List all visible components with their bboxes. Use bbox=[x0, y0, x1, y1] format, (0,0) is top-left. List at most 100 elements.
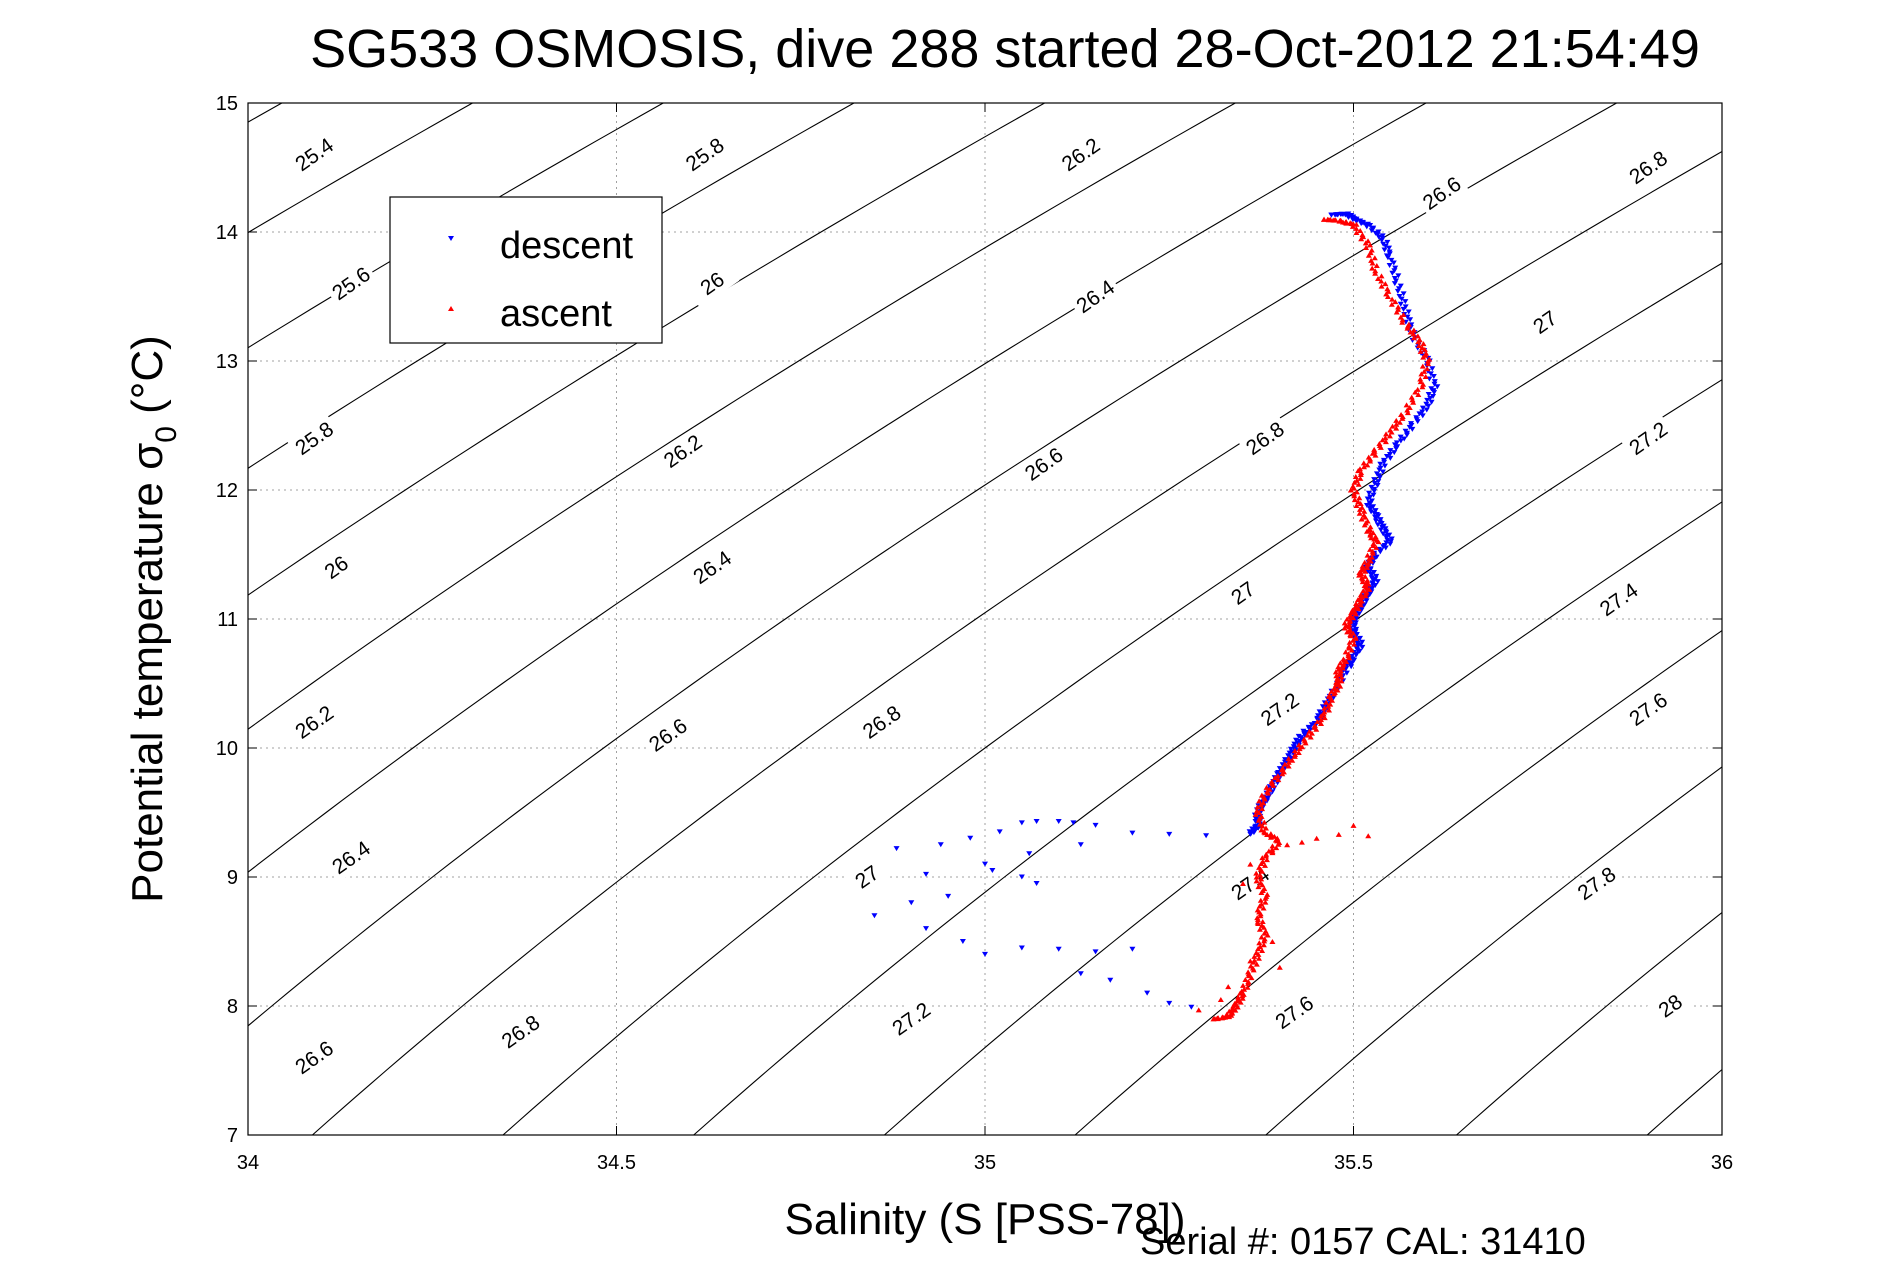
descent-point bbox=[1402, 304, 1409, 310]
ascent-point bbox=[1365, 252, 1372, 258]
descent-point bbox=[1369, 581, 1376, 587]
descent-point bbox=[1255, 825, 1262, 831]
ascent-point bbox=[1411, 335, 1418, 341]
contour-label-bg bbox=[287, 697, 342, 747]
ascent-point bbox=[1367, 546, 1374, 552]
ascent-point bbox=[1408, 394, 1415, 400]
ascent-point bbox=[1378, 278, 1385, 284]
ascent-point bbox=[1262, 895, 1269, 901]
y-tick-label: 7 bbox=[227, 1125, 238, 1147]
ascent-point bbox=[1359, 563, 1366, 569]
contour-label-bg bbox=[1414, 168, 1470, 218]
ascent-point bbox=[1285, 755, 1292, 761]
descent-point bbox=[1380, 531, 1387, 537]
y-tick-label: 10 bbox=[216, 738, 238, 760]
ascent-point bbox=[1235, 994, 1242, 1000]
descent-point bbox=[1427, 395, 1434, 401]
contour-label-bg bbox=[287, 413, 342, 463]
contour-label: 27 bbox=[1215, 568, 1271, 618]
ascent-point bbox=[1362, 568, 1369, 574]
ascent-point bbox=[1347, 487, 1354, 493]
ascent-point bbox=[1369, 265, 1376, 271]
descent-point bbox=[1389, 270, 1396, 276]
ascent-point bbox=[1325, 703, 1332, 709]
ascent-point bbox=[1263, 853, 1270, 859]
ascent-point bbox=[1259, 823, 1266, 829]
descent-point bbox=[1375, 229, 1382, 235]
y-tick-label: 14 bbox=[216, 222, 238, 244]
ascent-point bbox=[1393, 425, 1400, 431]
contour-label: 26.2 bbox=[1053, 130, 1108, 180]
descent-point bbox=[1301, 732, 1308, 738]
ascent-point bbox=[1250, 967, 1257, 973]
ascent-point bbox=[1264, 932, 1271, 938]
descent-point bbox=[1355, 643, 1362, 649]
descent-point bbox=[1291, 741, 1298, 747]
contour-label: 26 bbox=[309, 542, 364, 592]
ascent-point bbox=[1258, 889, 1265, 895]
descent-point bbox=[1419, 409, 1426, 415]
density-contour-line bbox=[248, 103, 1618, 1027]
contour-label-bg bbox=[854, 697, 909, 747]
ascent-point bbox=[1356, 506, 1363, 512]
ascent-point bbox=[1353, 489, 1360, 495]
contour-label-bg bbox=[287, 1033, 342, 1083]
descent-point bbox=[1404, 314, 1411, 320]
ascent-point bbox=[1332, 669, 1339, 675]
ascent-point bbox=[1284, 842, 1291, 848]
ascent-point bbox=[1261, 938, 1268, 944]
ascent-point bbox=[1343, 220, 1350, 226]
descent-point bbox=[1378, 237, 1385, 243]
contour-label-bg bbox=[309, 542, 364, 592]
descent-point bbox=[1316, 709, 1323, 715]
ascent-point bbox=[1350, 822, 1357, 828]
ascent-point bbox=[1357, 599, 1364, 605]
ascent-point bbox=[1261, 796, 1268, 802]
ascent-point bbox=[1366, 586, 1373, 592]
descent-point bbox=[1287, 746, 1294, 752]
ascent-point bbox=[1350, 637, 1357, 643]
descent-point bbox=[1166, 1000, 1173, 1006]
contour-label-bg bbox=[1215, 568, 1271, 618]
ascent-point bbox=[1389, 296, 1396, 302]
ascent-point bbox=[1368, 554, 1375, 560]
ascent-point bbox=[1353, 221, 1360, 227]
ascent-point bbox=[1232, 1007, 1239, 1013]
ascent-point bbox=[1399, 319, 1406, 325]
ascent-point bbox=[1281, 761, 1288, 767]
descent-point bbox=[1379, 524, 1386, 530]
descent-point bbox=[1357, 642, 1364, 648]
y-axis-label-unit: (°C) bbox=[123, 335, 172, 426]
descent-point bbox=[1328, 212, 1335, 218]
ascent-point bbox=[1425, 361, 1432, 367]
ascent-point bbox=[1361, 508, 1368, 514]
descent-point bbox=[1371, 488, 1378, 494]
ascent-point bbox=[1214, 1016, 1221, 1022]
descent-point bbox=[1386, 452, 1393, 458]
ascent-point bbox=[1259, 882, 1266, 888]
ascent-point bbox=[1364, 552, 1371, 558]
descent-point bbox=[967, 835, 974, 841]
contour-label: 27.6 bbox=[1621, 684, 1676, 734]
ascent-point bbox=[1362, 590, 1369, 596]
descent-point bbox=[1387, 539, 1394, 545]
ascent-point bbox=[1352, 611, 1359, 617]
descent-point bbox=[1366, 490, 1373, 496]
contour-label-bg bbox=[324, 259, 379, 309]
descent-point bbox=[1409, 426, 1416, 432]
descent-point bbox=[1351, 657, 1358, 663]
descent-point bbox=[1403, 432, 1410, 438]
ascent-point bbox=[1255, 884, 1262, 890]
descent-point bbox=[1386, 263, 1393, 269]
descent-point bbox=[1371, 510, 1378, 516]
descent-point bbox=[1383, 535, 1390, 541]
descent-point bbox=[1359, 639, 1366, 645]
ascent-point bbox=[1373, 544, 1380, 550]
ascent-point bbox=[1371, 446, 1378, 452]
ascent-point bbox=[1296, 746, 1303, 752]
ascent-point bbox=[1314, 719, 1321, 725]
ascent-point bbox=[1342, 649, 1349, 655]
ascent-point bbox=[1273, 845, 1280, 851]
descent-point bbox=[1393, 446, 1400, 452]
descent-point bbox=[1055, 946, 1062, 952]
